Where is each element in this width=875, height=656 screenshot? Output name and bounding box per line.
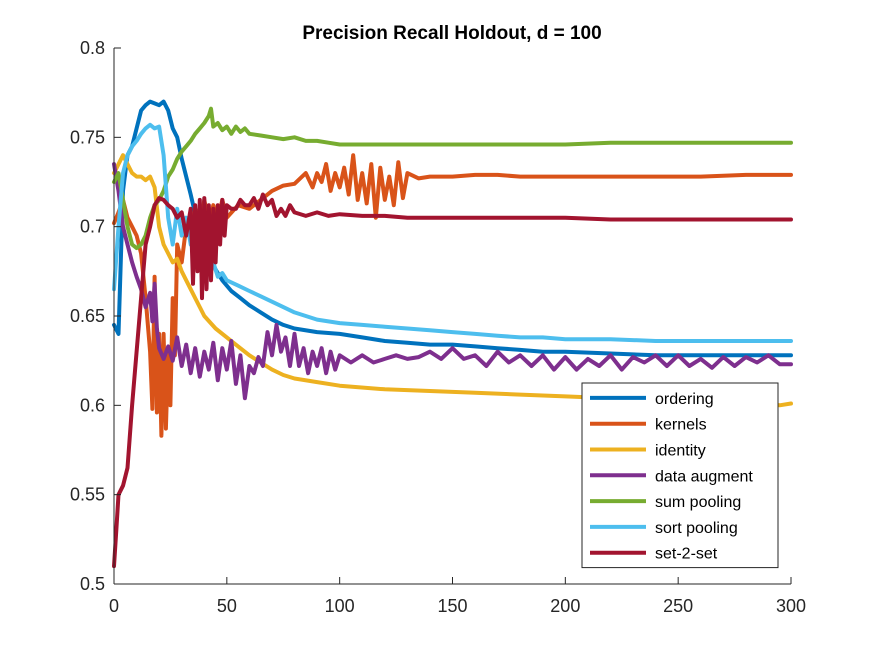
series-line-data-augment: [112, 162, 793, 401]
y-tick-label: 0.5: [80, 574, 105, 594]
x-tick-label: 250: [663, 596, 693, 616]
chart-title: Precision Recall Holdout, d = 100: [302, 23, 601, 44]
legend-label-ordering: ordering: [655, 391, 714, 408]
series-line-set-2-set: [112, 192, 793, 569]
y-tick-label: 0.8: [80, 38, 105, 58]
legend: ordering kernels identity data augment sum p…: [581, 382, 779, 569]
legend-label-set-2-set: set-2-set: [655, 546, 718, 563]
legend-label-kernels: kernels: [655, 417, 707, 434]
y-tick-label: 0.7: [80, 217, 105, 237]
series-line-ordering: [112, 99, 793, 358]
axes-layer: 0 50 100 150 200 250 300 0.5 0.55 0.6 0.65 0.7 0.75 0…: [70, 38, 806, 616]
x-tick-label: 0: [109, 596, 119, 616]
legend-label-sum-pooling: sum pooling: [655, 494, 741, 511]
legend-label-sort-pooling: sort pooling: [655, 520, 738, 537]
x-tick-label: 50: [217, 596, 237, 616]
series-line-identity: [112, 153, 793, 408]
legend-label-data-augment: data augment: [655, 468, 753, 485]
y-tick-label: 0.6: [80, 395, 105, 415]
x-tick-label: 150: [437, 596, 467, 616]
y-tick-label: 0.55: [70, 485, 105, 505]
series-layer: [112, 99, 793, 569]
x-tick-label: 200: [550, 596, 580, 616]
legend-label-identity: identity: [655, 443, 706, 460]
x-tick-label: 300: [776, 596, 806, 616]
x-tick-label: 100: [325, 596, 355, 616]
y-tick-label: 0.75: [70, 127, 105, 147]
y-tick-label: 0.65: [70, 306, 105, 326]
series-line-sort-pooling: [112, 122, 793, 343]
